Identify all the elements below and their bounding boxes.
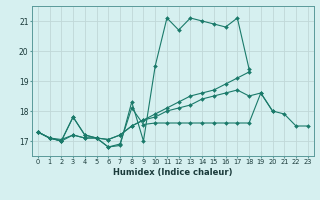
X-axis label: Humidex (Indice chaleur): Humidex (Indice chaleur) <box>113 168 233 177</box>
